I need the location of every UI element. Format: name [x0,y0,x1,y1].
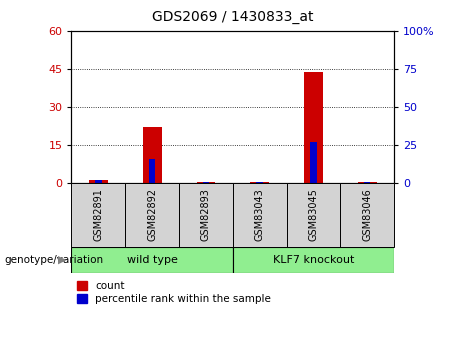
Bar [196,182,215,183]
Bar [250,182,269,183]
Text: ▶: ▶ [59,255,67,265]
Bar [89,180,108,183]
Text: GSM82893: GSM82893 [201,188,211,241]
Text: GSM83045: GSM83045 [308,188,319,241]
Bar [364,182,371,183]
Bar [256,182,263,183]
Text: GDS2069 / 1430833_at: GDS2069 / 1430833_at [152,10,313,24]
Bar [149,159,155,183]
Bar [95,180,101,183]
FancyBboxPatch shape [287,183,340,247]
FancyBboxPatch shape [125,183,179,247]
FancyBboxPatch shape [71,247,233,273]
Bar [310,142,317,183]
Text: wild type: wild type [127,255,177,265]
Legend: count, percentile rank within the sample: count, percentile rank within the sample [77,281,271,304]
Text: GSM82891: GSM82891 [93,188,103,241]
Text: GSM83046: GSM83046 [362,188,372,241]
FancyBboxPatch shape [71,183,125,247]
Bar [358,182,377,183]
Bar [304,71,323,183]
Text: GSM82892: GSM82892 [147,188,157,241]
FancyBboxPatch shape [340,183,394,247]
FancyBboxPatch shape [233,247,394,273]
Bar [143,127,161,183]
Bar [203,182,209,183]
Text: GSM83043: GSM83043 [254,188,265,241]
Text: genotype/variation: genotype/variation [5,255,104,265]
Text: KLF7 knockout: KLF7 knockout [273,255,354,265]
FancyBboxPatch shape [179,183,233,247]
FancyBboxPatch shape [233,183,287,247]
